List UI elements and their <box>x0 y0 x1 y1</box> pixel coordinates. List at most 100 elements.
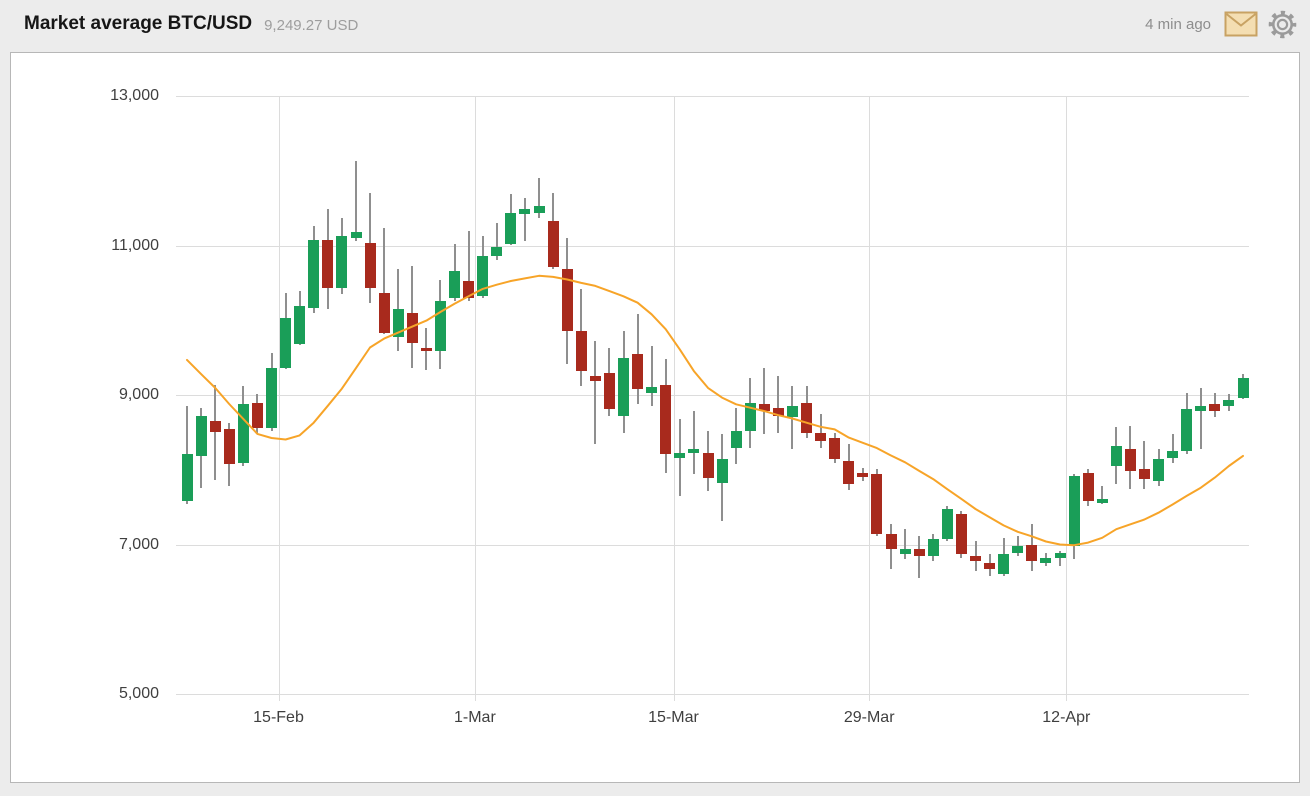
candle-wick <box>777 375 780 433</box>
candle-body-up <box>998 554 1010 575</box>
candle-wick <box>692 411 695 475</box>
gridline-vertical <box>1066 96 1068 701</box>
candle-body-down <box>561 269 573 331</box>
candle-body-up <box>1223 399 1235 406</box>
candle-body-down <box>702 452 714 478</box>
gridline-horizontal <box>176 694 1249 695</box>
gear-icon[interactable] <box>1267 9 1298 40</box>
candle-body-up <box>1195 405 1207 411</box>
page-title: Market average BTC/USD <box>24 13 253 34</box>
candle-body-up <box>1110 445 1122 466</box>
candle-body-up <box>491 247 503 257</box>
candle-body-down <box>603 372 615 410</box>
x-axis-label: 1-Mar <box>454 709 496 726</box>
candle-body-down <box>463 281 475 298</box>
chart-panel: 13,000 11,000 9,000 7,000 5,000 15-Feb 1-Mar 15… <box>10 52 1300 783</box>
candle-body-down <box>829 437 841 460</box>
candle-wick <box>1059 550 1061 567</box>
candle-body-down <box>322 239 334 288</box>
candle-body-down <box>251 402 263 428</box>
candle-body-up <box>927 539 939 557</box>
candle-body-up <box>350 232 362 238</box>
candle-wick <box>538 177 540 218</box>
candle-body-up <box>786 405 798 418</box>
candle-body-down <box>984 562 996 570</box>
candle-body-down <box>871 474 883 535</box>
candle-body-down <box>758 404 770 411</box>
candle-wick <box>523 197 526 242</box>
candle-body-down <box>660 384 672 455</box>
gridline-horizontal <box>176 96 1249 97</box>
candle-body-up <box>533 205 545 213</box>
candle-body-down <box>209 421 221 432</box>
x-axis-label: 12-Apr <box>1042 709 1091 726</box>
candle-body-up <box>237 404 249 463</box>
candle-body-down <box>1026 544 1038 561</box>
candle-body-down <box>223 429 235 465</box>
candle-body-down <box>970 556 981 561</box>
y-axis-label: 9,000 <box>118 386 159 403</box>
candle-body-up <box>646 387 658 393</box>
candle-wick <box>495 222 498 260</box>
candle-body-up <box>1153 459 1164 481</box>
candle-wick <box>819 414 822 448</box>
gridline-horizontal <box>176 245 1249 247</box>
candle-body-up <box>688 449 700 453</box>
y-axis-label: 11,000 <box>111 236 159 254</box>
candle-body-up <box>744 402 756 431</box>
candle-wick <box>974 541 977 571</box>
candle-body-up <box>195 415 207 456</box>
candle-wick <box>1171 434 1174 463</box>
candle-body-up <box>1167 451 1179 458</box>
gridline-vertical <box>474 96 476 701</box>
candle-body-down <box>547 220 559 268</box>
candle-body-down <box>378 292 390 333</box>
candle-body-up <box>1237 377 1249 398</box>
candle-body-down <box>955 514 967 555</box>
candle-body-up <box>505 212 517 245</box>
candle-body-up <box>716 459 728 483</box>
candle-wick <box>650 346 653 406</box>
candle-body-down <box>406 312 418 343</box>
candle-body-up <box>1040 557 1052 563</box>
candle-body-up <box>941 509 953 540</box>
candle-body-down <box>885 534 897 550</box>
candle-wick <box>763 367 766 435</box>
candle-body-up <box>1096 498 1108 503</box>
candle-body-up <box>336 236 348 288</box>
header: Market average BTC/USD 9,249.27 USD 4 mi… <box>0 0 1310 48</box>
candle-body-up <box>674 452 686 458</box>
candle-wick <box>594 341 597 445</box>
candle-wick <box>355 161 357 241</box>
candle-body-up <box>1181 409 1193 452</box>
candle-body-up <box>294 306 306 345</box>
candle-body-up <box>449 271 460 298</box>
candlestick-chart: 13,000 11,000 9,000 7,000 5,000 15-Feb 1-Mar 15… <box>11 53 1299 782</box>
candle-wick <box>918 535 921 578</box>
y-axis-label: 5,000 <box>118 685 159 702</box>
x-axis-label: 15-Mar <box>648 709 699 726</box>
y-axis-label: 13,000 <box>110 87 159 104</box>
candle-wick <box>1199 387 1202 450</box>
gridline-horizontal <box>176 544 1249 546</box>
candle-body-down <box>1082 472 1094 502</box>
candle-body-down <box>772 407 784 416</box>
header-actions: 4 min ago <box>1145 9 1298 40</box>
candle-wick <box>904 529 907 560</box>
candle-body-down <box>364 242 376 288</box>
candle-body-up <box>730 430 742 448</box>
candle-body-up <box>392 309 404 338</box>
candle-body-up <box>1054 552 1066 558</box>
gridline-vertical <box>278 96 280 701</box>
x-axis-label: 15-Feb <box>253 709 304 726</box>
candle-wick <box>214 384 217 481</box>
envelope-icon[interactable] <box>1224 11 1258 37</box>
candle-body-up <box>434 301 446 351</box>
gridline-vertical <box>673 96 675 701</box>
last-updated: 4 min ago <box>1145 15 1211 33</box>
candle-body-down <box>632 354 644 390</box>
candle-wick <box>467 230 470 302</box>
candle-wick <box>1143 441 1146 490</box>
gridline-vertical <box>869 96 871 701</box>
candle-body-up <box>266 367 277 428</box>
